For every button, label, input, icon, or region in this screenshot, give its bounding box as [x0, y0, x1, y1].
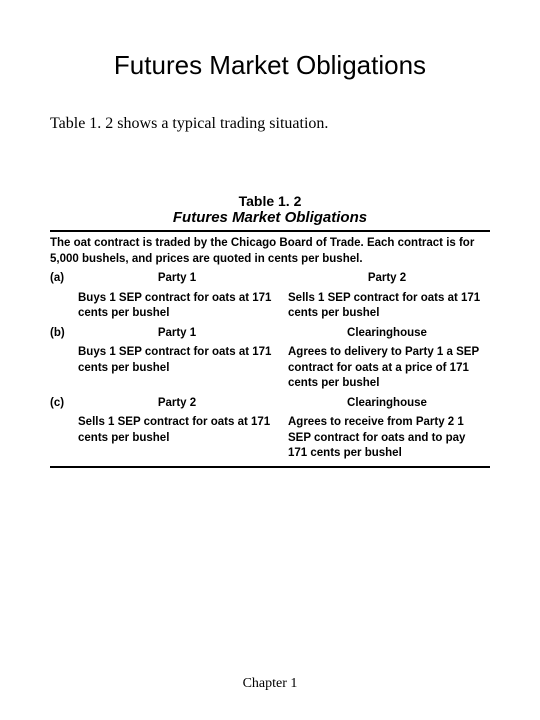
- row-tag: (b): [50, 326, 78, 342]
- col-header-right: Clearinghouse: [288, 396, 490, 412]
- table-rule-bottom: [50, 466, 490, 468]
- table-row-header-c: (c) Party 2 Clearinghouse: [50, 396, 490, 412]
- row-tag-spacer: [50, 291, 78, 322]
- table-label: Table 1. 2: [50, 193, 490, 209]
- table-rule-top: [50, 230, 490, 232]
- table-row-header-a: (a) Party 1 Party 2: [50, 271, 490, 287]
- cell-right: Agrees to receive from Party 2 1 SEP con…: [288, 415, 490, 462]
- col-header-left: Party 2: [78, 396, 288, 412]
- table-row-body-a: Buys 1 SEP contract for oats at 171 cent…: [50, 291, 490, 322]
- row-tag: (a): [50, 271, 78, 287]
- table-1-2: Table 1. 2 Futures Market Obligations Th…: [50, 193, 490, 468]
- cell-right: Sells 1 SEP contract for oats at 171 cen…: [288, 291, 490, 322]
- row-tag: (c): [50, 396, 78, 412]
- page: Futures Market Obligations Table 1. 2 sh…: [0, 0, 540, 468]
- table-caption: The oat contract is traded by the Chicag…: [50, 236, 490, 267]
- col-header-left: Party 1: [78, 326, 288, 342]
- cell-left: Buys 1 SEP contract for oats at 171 cent…: [78, 345, 288, 392]
- col-header-right: Party 2: [288, 271, 490, 287]
- cell-right: Agrees to delivery to Party 1 a SEP cont…: [288, 345, 490, 392]
- table-name: Futures Market Obligations: [50, 209, 490, 226]
- table-row-body-b: Buys 1 SEP contract for oats at 171 cent…: [50, 345, 490, 392]
- page-title: Futures Market Obligations: [50, 50, 490, 81]
- table-row-body-c: Sells 1 SEP contract for oats at 171 cen…: [50, 415, 490, 462]
- table-row-header-b: (b) Party 1 Clearinghouse: [50, 326, 490, 342]
- col-header-left: Party 1: [78, 271, 288, 287]
- cell-left: Buys 1 SEP contract for oats at 171 cent…: [78, 291, 288, 322]
- intro-text: Table 1. 2 shows a typical trading situa…: [50, 115, 490, 133]
- page-footer: Chapter 1: [0, 676, 540, 692]
- row-tag-spacer: [50, 345, 78, 392]
- cell-left: Sells 1 SEP contract for oats at 171 cen…: [78, 415, 288, 462]
- col-header-right: Clearinghouse: [288, 326, 490, 342]
- row-tag-spacer: [50, 415, 78, 462]
